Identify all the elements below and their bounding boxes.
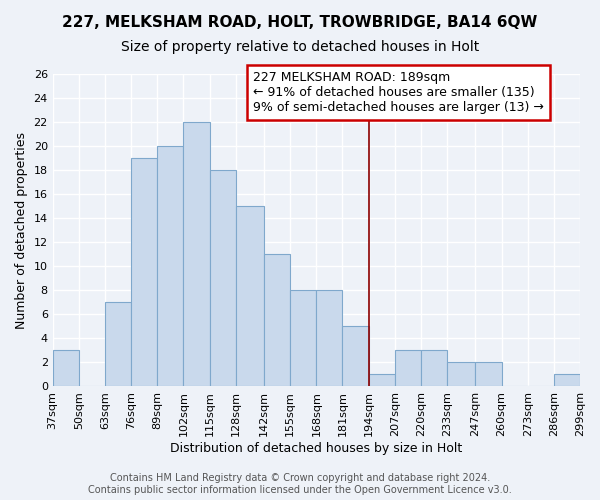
Bar xyxy=(290,290,316,386)
Bar xyxy=(368,374,395,386)
Bar xyxy=(395,350,421,386)
Y-axis label: Number of detached properties: Number of detached properties xyxy=(15,132,28,328)
Bar xyxy=(131,158,157,386)
Bar xyxy=(236,206,264,386)
Text: Size of property relative to detached houses in Holt: Size of property relative to detached ho… xyxy=(121,40,479,54)
Bar xyxy=(554,374,580,386)
Bar xyxy=(184,122,209,386)
Bar xyxy=(157,146,184,386)
Bar xyxy=(447,362,475,386)
Bar xyxy=(421,350,447,386)
X-axis label: Distribution of detached houses by size in Holt: Distribution of detached houses by size … xyxy=(170,442,463,455)
Bar xyxy=(475,362,502,386)
Bar xyxy=(316,290,343,386)
Bar xyxy=(209,170,236,386)
Text: 227, MELKSHAM ROAD, HOLT, TROWBRIDGE, BA14 6QW: 227, MELKSHAM ROAD, HOLT, TROWBRIDGE, BA… xyxy=(62,15,538,30)
Bar xyxy=(264,254,290,386)
Bar xyxy=(53,350,79,386)
Bar xyxy=(105,302,131,386)
Text: 227 MELKSHAM ROAD: 189sqm
← 91% of detached houses are smaller (135)
9% of semi-: 227 MELKSHAM ROAD: 189sqm ← 91% of detac… xyxy=(253,71,544,114)
Bar xyxy=(343,326,368,386)
Text: Contains HM Land Registry data © Crown copyright and database right 2024.
Contai: Contains HM Land Registry data © Crown c… xyxy=(88,474,512,495)
